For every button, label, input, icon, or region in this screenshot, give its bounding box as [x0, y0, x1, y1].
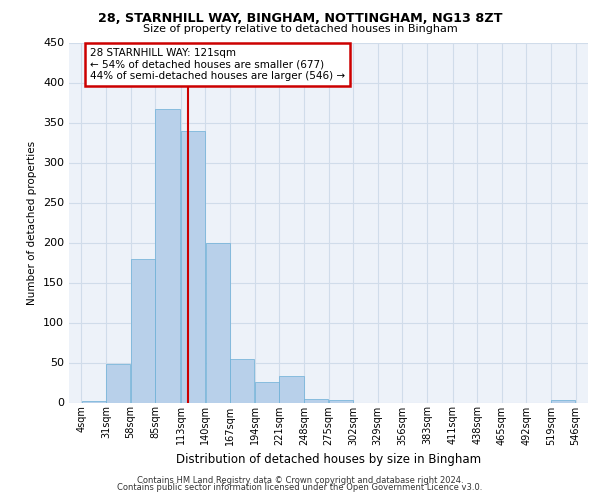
- Bar: [304, 398, 328, 402]
- X-axis label: Distribution of detached houses by size in Bingham: Distribution of detached houses by size …: [176, 453, 481, 466]
- Bar: [131, 258, 155, 402]
- Bar: [106, 364, 130, 403]
- Bar: [551, 400, 575, 402]
- Text: 28, STARNHILL WAY, BINGHAM, NOTTINGHAM, NG13 8ZT: 28, STARNHILL WAY, BINGHAM, NOTTINGHAM, …: [98, 12, 502, 26]
- Bar: [280, 376, 304, 402]
- Bar: [255, 382, 279, 402]
- Text: Size of property relative to detached houses in Bingham: Size of property relative to detached ho…: [143, 24, 457, 34]
- Text: Contains HM Land Registry data © Crown copyright and database right 2024.: Contains HM Land Registry data © Crown c…: [137, 476, 463, 485]
- Bar: [230, 358, 254, 403]
- Text: 28 STARNHILL WAY: 121sqm
← 54% of detached houses are smaller (677)
44% of semi-: 28 STARNHILL WAY: 121sqm ← 54% of detach…: [90, 48, 345, 81]
- Bar: [155, 109, 179, 403]
- Text: Contains public sector information licensed under the Open Government Licence v3: Contains public sector information licen…: [118, 484, 482, 492]
- Y-axis label: Number of detached properties: Number of detached properties: [28, 140, 37, 304]
- Bar: [181, 130, 205, 402]
- Bar: [82, 401, 106, 402]
- Bar: [206, 242, 230, 402]
- Bar: [329, 400, 353, 402]
